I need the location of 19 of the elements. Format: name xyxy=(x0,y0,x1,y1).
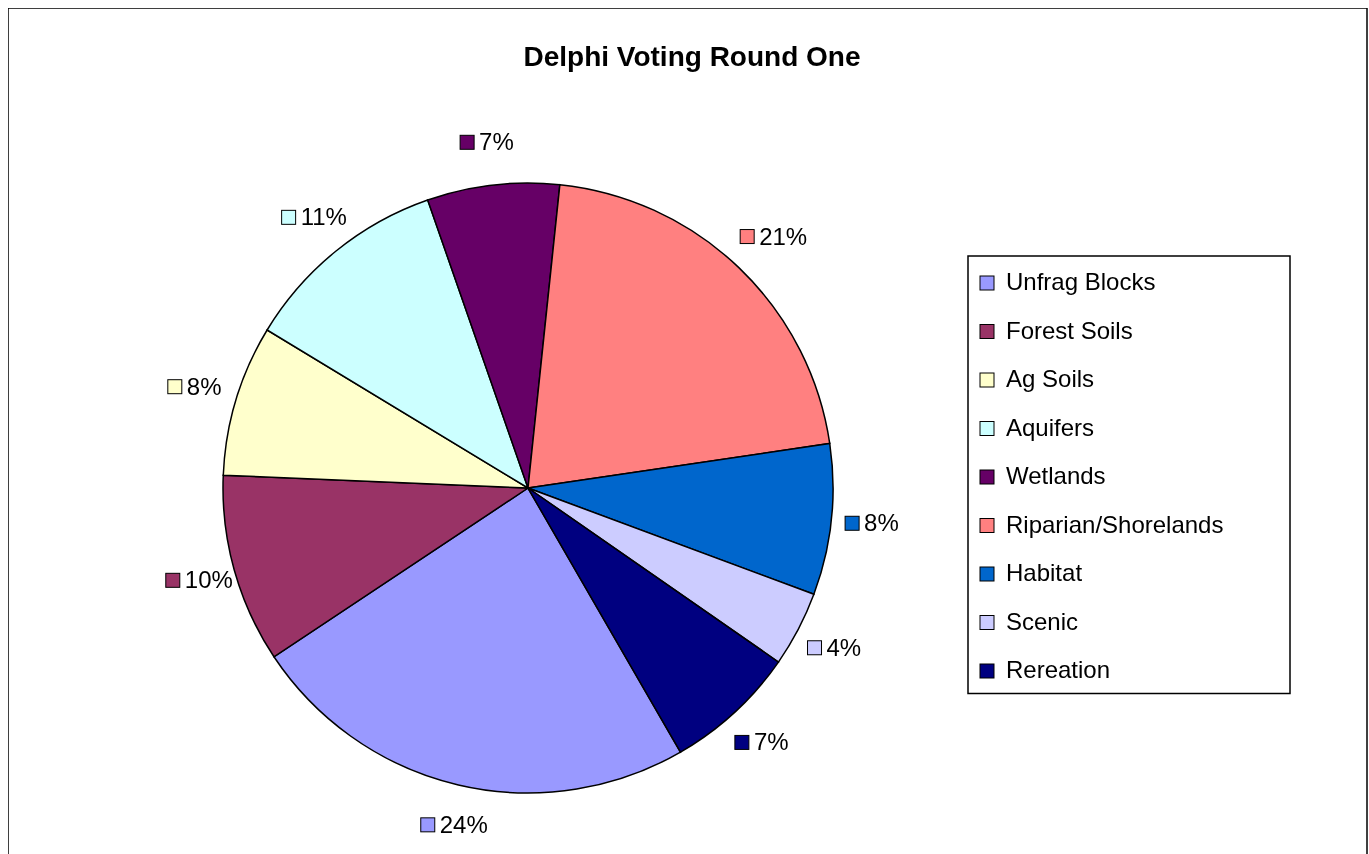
data-label: 24% xyxy=(439,810,488,838)
data-label: 21% xyxy=(759,222,808,250)
data-label: 8% xyxy=(186,372,222,400)
data-label: 11% xyxy=(300,203,347,231)
data-label: 7% xyxy=(479,128,514,156)
legend-label: Unfrag Blocks xyxy=(1006,268,1156,295)
legend-label: Scenic xyxy=(1006,607,1079,635)
legend-label: Habitat xyxy=(1006,559,1083,586)
legend-label: Wetlands xyxy=(1006,462,1106,489)
data-label: 10% xyxy=(184,566,233,594)
legend-label: Forest Soils xyxy=(1006,316,1133,344)
legend-label: Ag Soils xyxy=(1006,365,1095,392)
legend-label: Riparian/Shorelands xyxy=(1006,510,1224,538)
legend-label: Rereation xyxy=(1006,656,1111,683)
legend-label: Aquifers xyxy=(1006,413,1095,441)
data-label: 7% xyxy=(753,728,789,756)
chart-title: Delphi Voting Round One xyxy=(523,41,861,72)
data-label: 4% xyxy=(826,633,862,661)
data-label: 8% xyxy=(864,509,899,537)
